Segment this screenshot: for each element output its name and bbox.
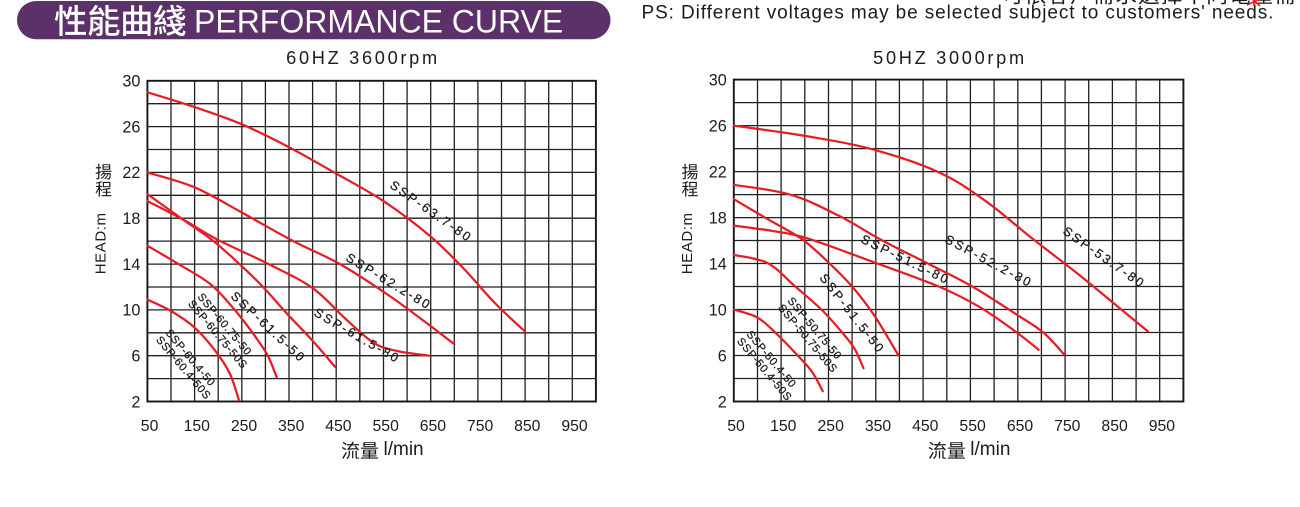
svg-text:950: 950 <box>1149 418 1176 435</box>
svg-text:50: 50 <box>727 418 745 435</box>
svg-text:26: 26 <box>709 117 727 135</box>
svg-text:650: 650 <box>420 418 447 435</box>
svg-text:10: 10 <box>122 302 140 320</box>
svg-text:2: 2 <box>718 393 727 411</box>
svg-text:30: 30 <box>709 71 727 89</box>
svg-text:150: 150 <box>770 418 797 435</box>
svg-text:550: 550 <box>373 418 400 435</box>
svg-text:950: 950 <box>561 418 588 435</box>
svg-text:850: 850 <box>1101 418 1128 435</box>
svg-text:450: 450 <box>912 418 939 435</box>
svg-text:22: 22 <box>709 163 727 181</box>
svg-text:50HZ 3000rpm: 50HZ 3000rpm <box>873 48 1027 68</box>
svg-text:6: 6 <box>131 348 140 366</box>
svg-text:18: 18 <box>709 209 727 227</box>
svg-text:6: 6 <box>718 347 727 365</box>
svg-text:2: 2 <box>131 393 140 411</box>
svg-text:22: 22 <box>122 164 140 182</box>
svg-text:PERFORMANCE CURVE: PERFORMANCE CURVE <box>194 4 563 40</box>
svg-text:18: 18 <box>122 210 140 228</box>
svg-text:850: 850 <box>514 418 541 435</box>
svg-text:30: 30 <box>122 73 140 91</box>
svg-text:14: 14 <box>709 255 727 273</box>
svg-text:650: 650 <box>1007 418 1034 435</box>
svg-text:350: 350 <box>865 418 892 435</box>
svg-text:450: 450 <box>325 418 352 435</box>
svg-text:50: 50 <box>141 418 159 435</box>
svg-text:l/min: l/min <box>384 439 424 460</box>
svg-text:10: 10 <box>709 301 727 319</box>
svg-text:150: 150 <box>184 418 211 435</box>
svg-text:14: 14 <box>122 256 140 274</box>
svg-text:60HZ 3600rpm: 60HZ 3600rpm <box>286 48 440 68</box>
svg-text:26: 26 <box>122 118 140 136</box>
svg-text:750: 750 <box>467 418 494 435</box>
svg-text:l/min: l/min <box>970 439 1010 460</box>
svg-text:350: 350 <box>278 418 305 435</box>
svg-text:550: 550 <box>959 418 986 435</box>
svg-text:HEAD:m: HEAD:m <box>679 212 696 274</box>
svg-text:250: 250 <box>231 418 258 435</box>
svg-text:250: 250 <box>818 418 845 435</box>
svg-text:HEAD:m: HEAD:m <box>93 212 110 274</box>
svg-text:PS: Different voltages may be: PS: Different voltages may be selected s… <box>642 2 1275 23</box>
svg-text:750: 750 <box>1054 418 1081 435</box>
